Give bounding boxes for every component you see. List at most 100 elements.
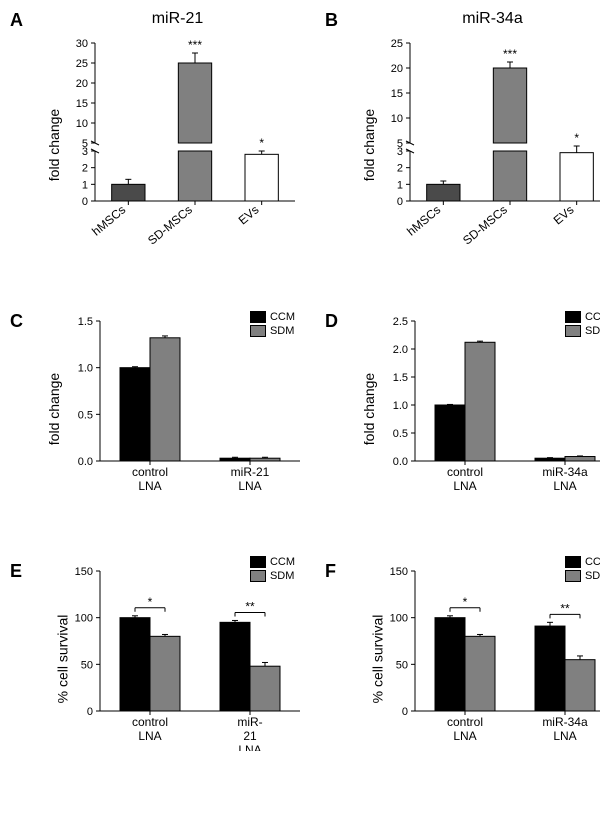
chart-container: fold change5101520250123hMSCs***SD-MSCs*… xyxy=(375,33,600,256)
panel-E: E% cell survivalCCMSDM050100150*controlL… xyxy=(10,561,305,796)
svg-text:21: 21 xyxy=(243,729,257,743)
legend-label: SDM xyxy=(270,570,294,582)
chart-container: fold changeCCMSDM0.00.51.01.52.02.5contr… xyxy=(375,311,600,506)
svg-text:control: control xyxy=(132,715,168,729)
grouped-bar-chart: 050100150*controlLNA**miR-34aLNA xyxy=(375,561,600,751)
legend-item: CCM xyxy=(250,311,295,323)
panel-D: Dfold changeCCMSDM0.00.51.01.52.02.5cont… xyxy=(325,311,600,546)
legend-item: SDM xyxy=(250,325,295,337)
svg-text:*: * xyxy=(463,595,468,609)
panel-label: C xyxy=(10,311,23,332)
svg-text:EVs: EVs xyxy=(551,203,577,228)
svg-text:0: 0 xyxy=(397,196,403,208)
svg-text:SD-MSCs: SD-MSCs xyxy=(145,203,195,248)
legend: CCM SDM xyxy=(250,311,295,339)
legend-label: SDM xyxy=(585,570,600,582)
y-axis-label: fold change xyxy=(361,108,377,180)
legend-label: SDM xyxy=(270,325,294,337)
legend-item: CCM xyxy=(250,556,295,568)
broken-bar-chart: 510152025300123hMSCs***SD-MSCs*EVs xyxy=(60,33,300,251)
y-axis-label: % cell survival xyxy=(54,614,70,703)
svg-text:0: 0 xyxy=(87,706,93,718)
svg-text:1.0: 1.0 xyxy=(393,400,408,412)
legend-label: CCM xyxy=(270,556,295,568)
svg-text:0: 0 xyxy=(82,196,88,208)
svg-text:miR-21: miR-21 xyxy=(231,465,270,479)
svg-text:LNA: LNA xyxy=(453,729,476,743)
grouped-bar-chart: 0.00.51.01.52.02.5controlLNAmiR-34aLNA xyxy=(375,311,600,501)
svg-text:EVs: EVs xyxy=(236,203,262,228)
legend-swatch xyxy=(565,325,581,337)
legend-item: SDM xyxy=(565,325,600,337)
legend-label: CCM xyxy=(585,556,600,568)
grouped-bar-chart: 0.00.51.01.5controlLNAmiR-21LNA xyxy=(60,311,305,501)
svg-text:0.5: 0.5 xyxy=(78,409,93,421)
svg-text:miR-34a: miR-34a xyxy=(542,465,588,479)
legend-label: CCM xyxy=(585,311,600,323)
legend-swatch xyxy=(250,556,266,568)
svg-text:1.0: 1.0 xyxy=(78,363,93,375)
svg-text:20: 20 xyxy=(76,78,88,90)
svg-text:20: 20 xyxy=(391,63,403,75)
broken-bar-chart: 5101520250123hMSCs***SD-MSCs*EVs xyxy=(375,33,600,251)
svg-text:LNA: LNA xyxy=(553,479,576,493)
panel-title: miR-34a xyxy=(365,10,600,28)
svg-text:1.5: 1.5 xyxy=(78,316,93,328)
svg-text:2: 2 xyxy=(397,163,403,175)
legend-swatch xyxy=(565,570,581,582)
svg-text:25: 25 xyxy=(391,38,403,50)
legend-item: SDM xyxy=(250,570,295,582)
legend-swatch xyxy=(250,325,266,337)
svg-text:*: * xyxy=(574,131,579,145)
panel-C: Cfold changeCCMSDM0.00.51.01.5controlLNA… xyxy=(10,311,305,546)
svg-text:miR-34a: miR-34a xyxy=(542,715,588,729)
legend-item: CCM xyxy=(565,311,600,323)
svg-text:10: 10 xyxy=(391,113,403,125)
svg-text:SD-MSCs: SD-MSCs xyxy=(460,203,510,248)
legend-item: CCM xyxy=(565,556,600,568)
svg-text:0: 0 xyxy=(402,706,408,718)
svg-text:50: 50 xyxy=(81,659,93,671)
svg-text:*: * xyxy=(148,595,153,609)
y-axis-label: % cell survival xyxy=(369,614,385,703)
svg-text:control: control xyxy=(132,465,168,479)
svg-text:LNA: LNA xyxy=(238,479,261,493)
svg-text:15: 15 xyxy=(391,88,403,100)
svg-text:hMSCs: hMSCs xyxy=(89,203,128,239)
legend-label: SDM xyxy=(585,325,600,337)
panel-label: D xyxy=(325,311,338,332)
panel-label: F xyxy=(325,561,336,582)
svg-text:100: 100 xyxy=(390,613,408,625)
svg-text:50: 50 xyxy=(396,659,408,671)
panel-B: BmiR-34afold change5101520250123hMSCs***… xyxy=(325,10,600,296)
svg-text:10: 10 xyxy=(76,118,88,130)
legend-swatch xyxy=(565,311,581,323)
svg-text:15: 15 xyxy=(76,98,88,110)
svg-text:0.0: 0.0 xyxy=(78,456,93,468)
legend: CCM SDM xyxy=(250,556,295,584)
svg-text:LNA: LNA xyxy=(238,743,261,751)
chart-container: % cell survivalCCMSDM050100150*controlLN… xyxy=(60,561,305,756)
svg-text:2.5: 2.5 xyxy=(393,316,408,328)
svg-text:hMSCs: hMSCs xyxy=(404,203,443,239)
svg-text:1: 1 xyxy=(82,179,88,191)
svg-text:LNA: LNA xyxy=(453,479,476,493)
panel-label: E xyxy=(10,561,22,582)
svg-text:***: *** xyxy=(503,47,517,61)
svg-text:1.5: 1.5 xyxy=(393,372,408,384)
svg-text:control: control xyxy=(447,465,483,479)
y-axis-label: fold change xyxy=(46,108,62,180)
svg-text:control: control xyxy=(447,715,483,729)
svg-text:*: * xyxy=(259,136,264,150)
legend-item: SDM xyxy=(565,570,600,582)
svg-text:3: 3 xyxy=(82,146,88,158)
svg-text:3: 3 xyxy=(397,146,403,158)
svg-text:miR-: miR- xyxy=(237,715,262,729)
svg-text:LNA: LNA xyxy=(138,479,161,493)
legend-swatch xyxy=(250,570,266,582)
panel-A: AmiR-21fold change510152025300123hMSCs**… xyxy=(10,10,305,296)
svg-text:25: 25 xyxy=(76,58,88,70)
svg-text:1: 1 xyxy=(397,179,403,191)
panel-F: F% cell survivalCCMSDM050100150*controlL… xyxy=(325,561,600,796)
legend-swatch xyxy=(565,556,581,568)
